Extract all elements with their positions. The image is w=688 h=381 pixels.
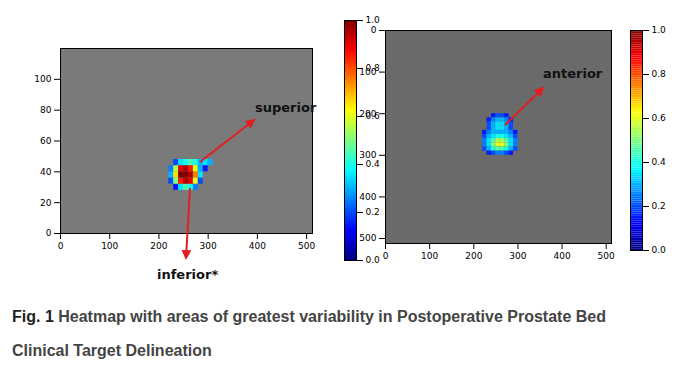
svg-text:0.0: 0.0 [366, 255, 381, 265]
svg-text:20: 20 [40, 198, 52, 208]
svg-text:0.6: 0.6 [652, 113, 667, 123]
svg-text:100: 100 [421, 251, 438, 261]
svg-text:300: 300 [509, 251, 526, 261]
svg-text:500: 500 [359, 233, 376, 243]
svg-text:1.0: 1.0 [652, 25, 667, 35]
svg-text:0.4: 0.4 [652, 157, 667, 167]
svg-text:1.0: 1.0 [366, 15, 381, 25]
svg-text:0: 0 [383, 251, 389, 261]
svg-text:0: 0 [371, 25, 377, 35]
svg-text:0: 0 [58, 241, 64, 251]
svg-text:200: 200 [465, 251, 482, 261]
svg-text:anterior: anterior [543, 66, 603, 81]
svg-text:inferior*: inferior* [157, 267, 218, 282]
svg-text:100: 100 [101, 241, 118, 251]
svg-text:200: 200 [150, 241, 167, 251]
svg-text:0.8: 0.8 [652, 69, 667, 79]
svg-text:100: 100 [359, 67, 376, 77]
svg-text:400: 400 [553, 251, 570, 261]
svg-text:500: 500 [298, 241, 315, 251]
html-text:Fig. 1 Heatmap with areas of g: Fig. 1 Heatmap with areas of greatest va… [12, 308, 606, 359]
svg-text:0.0: 0.0 [652, 245, 667, 255]
svg-text:300: 300 [200, 241, 217, 251]
svg-text:0: 0 [46, 228, 52, 238]
svg-text:0.2: 0.2 [652, 201, 666, 211]
svg-text:40: 40 [40, 167, 52, 177]
svg-text:0.4: 0.4 [366, 159, 381, 169]
svg-text:60: 60 [40, 136, 52, 146]
svg-text:500: 500 [598, 251, 615, 261]
svg-text:200: 200 [359, 109, 376, 119]
svg-text:superior: superior [255, 100, 317, 115]
svg-text:80: 80 [40, 105, 52, 115]
svg-text:0.2: 0.2 [366, 207, 380, 217]
svg-text:400: 400 [249, 241, 266, 251]
svg-text:300: 300 [359, 150, 376, 160]
svg-text:400: 400 [359, 192, 376, 202]
svg-text:100: 100 [34, 74, 51, 84]
